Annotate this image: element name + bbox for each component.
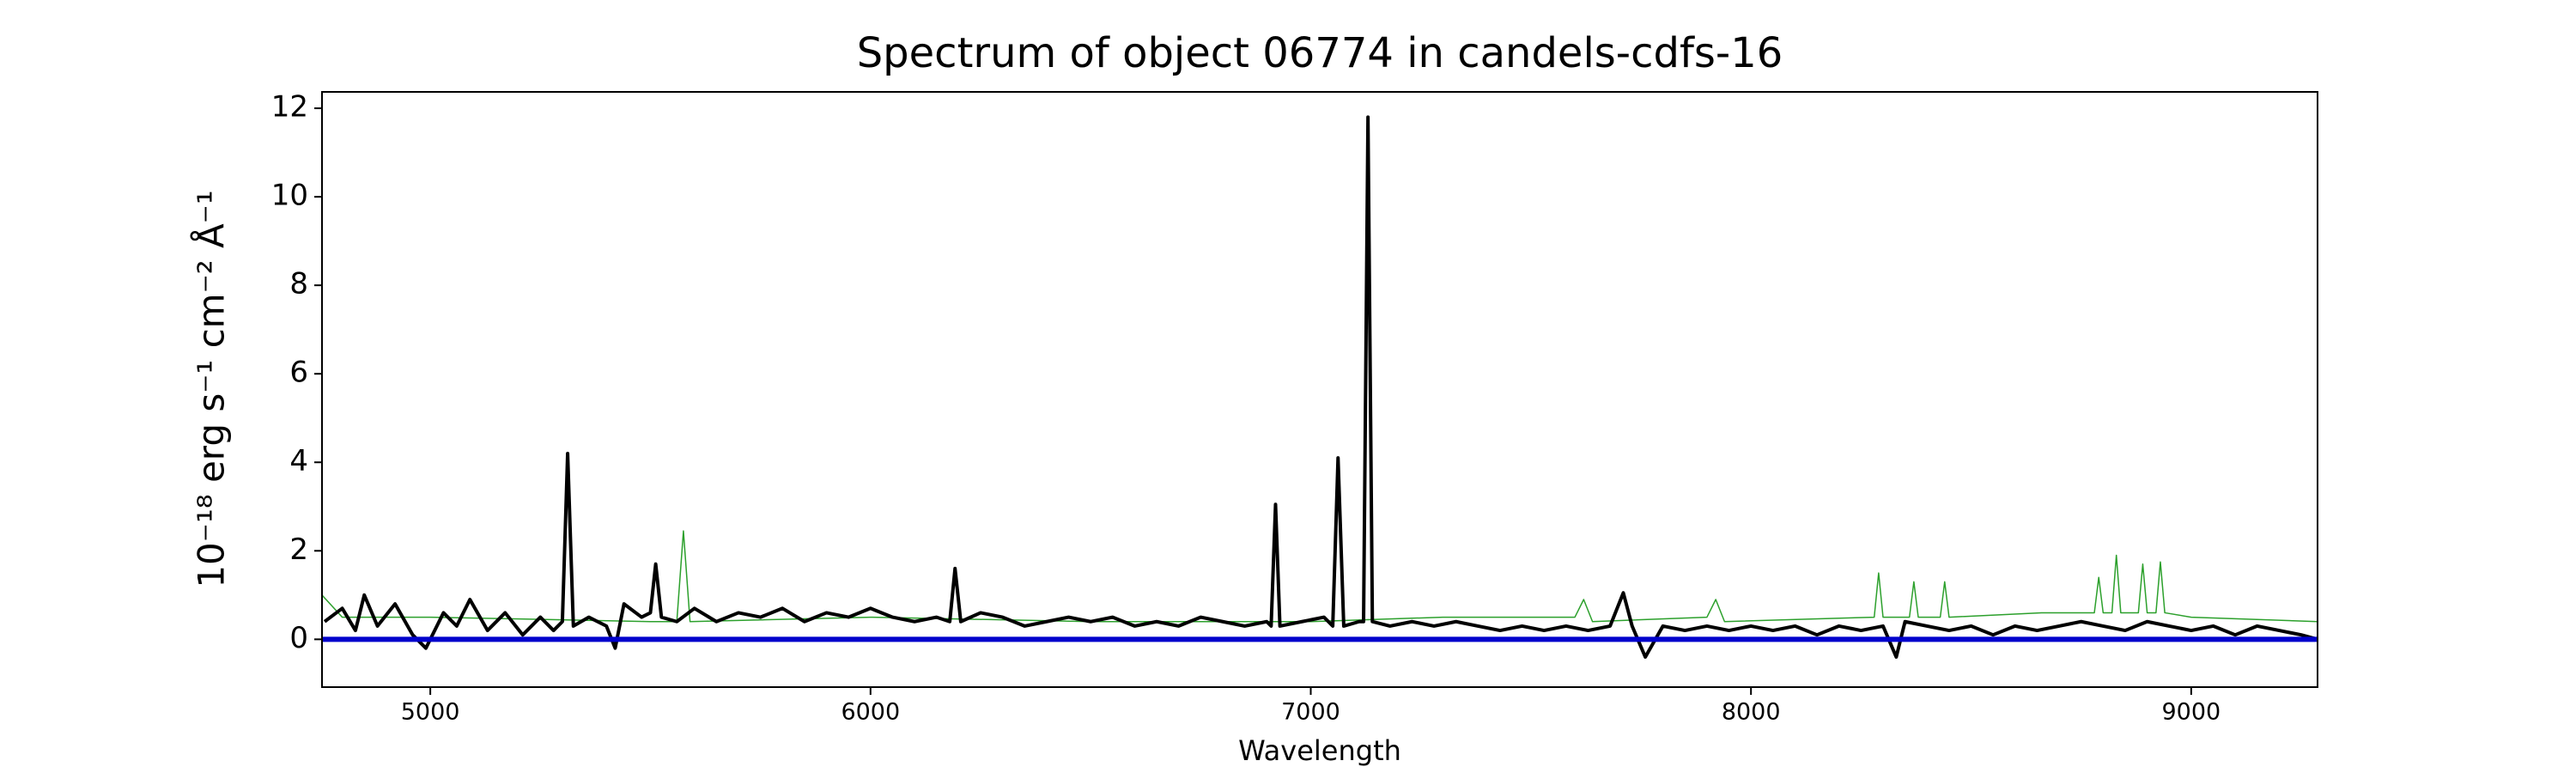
x-axis-label: Wavelength: [1238, 734, 1401, 767]
x-tick-label: 8000: [1722, 699, 1781, 726]
spectrum-line: [323, 115, 2318, 659]
y-tick-label: 4: [289, 444, 308, 478]
x-tick-label: 9000: [2162, 699, 2221, 726]
y-axis-label: 10⁻¹⁸ erg s⁻¹ cm⁻² Å⁻¹: [190, 190, 233, 587]
y-tick-label: 2: [289, 533, 308, 567]
y-tick-label: 6: [289, 356, 308, 390]
x-tick-label: 7000: [1281, 699, 1340, 726]
chart-title: Spectrum of object 06774 in candels-cdfs…: [857, 29, 1783, 77]
y-tick-label: 12: [271, 90, 308, 125]
plot-frame: [321, 91, 2318, 688]
y-tick-label: 8: [289, 267, 308, 301]
y-tick-label: 10: [271, 179, 308, 213]
x-tick-label: 6000: [841, 699, 900, 726]
x-tick-label: 5000: [401, 699, 460, 726]
y-tick-label: 0: [289, 621, 308, 655]
